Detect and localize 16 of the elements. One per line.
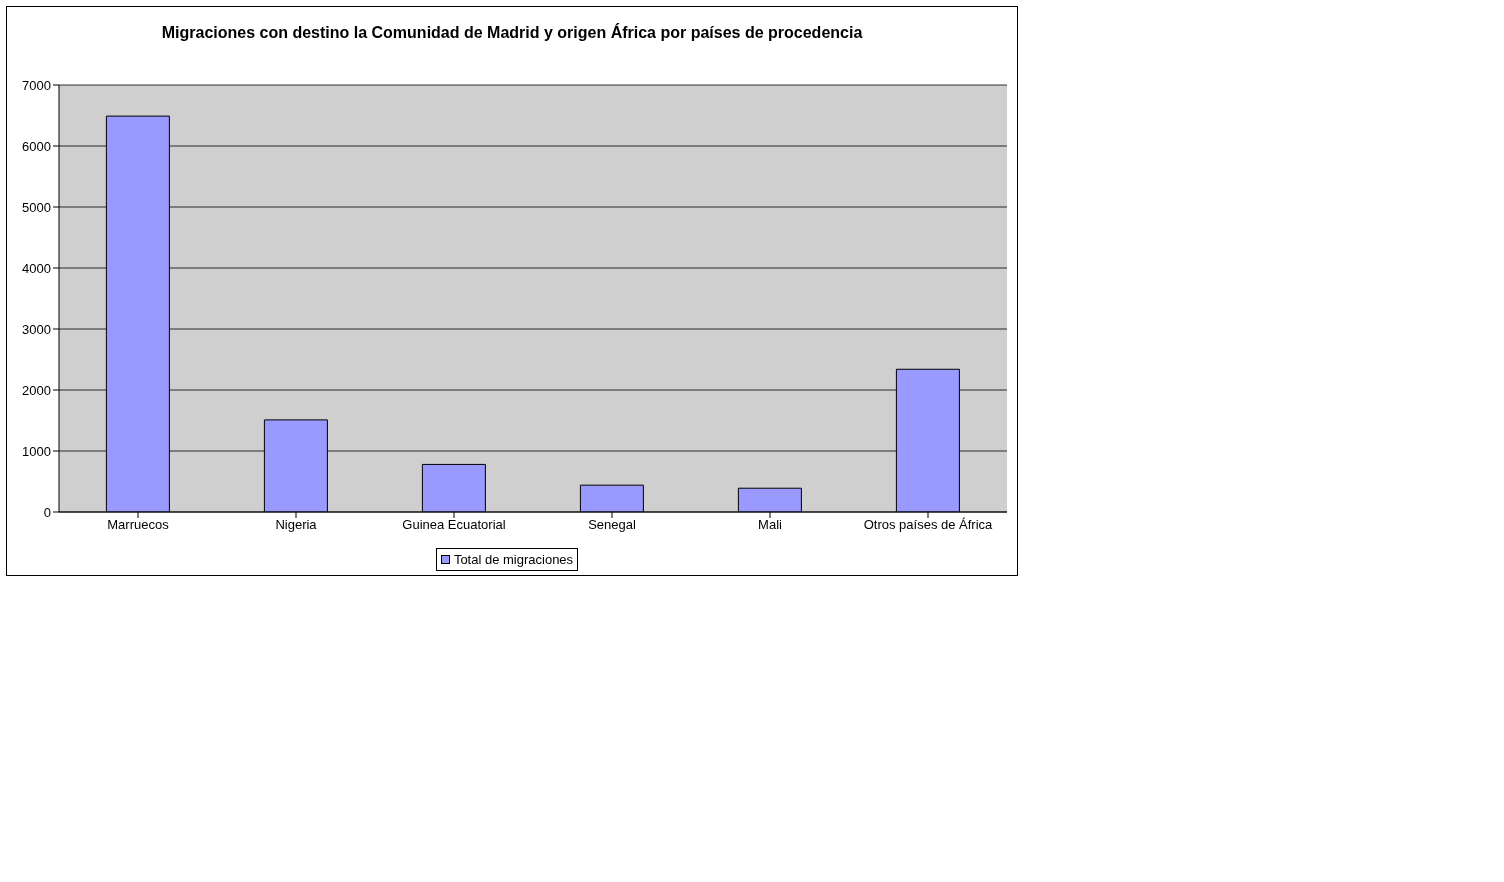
x-tick-label: Mali xyxy=(758,517,783,533)
x-tick-label: Nigeria xyxy=(275,517,318,533)
y-tick-label: 5000 xyxy=(22,199,51,215)
x-tick-label: Guinea Ecuatorial xyxy=(402,517,506,533)
y-tick-label: 4000 xyxy=(22,260,51,276)
y-tick-label: 1000 xyxy=(22,443,51,459)
x-tick-label: Marruecos xyxy=(107,517,170,533)
y-tick-label: 2000 xyxy=(22,382,51,398)
y-tick-label: 3000 xyxy=(22,321,51,337)
y-tick-label: 7000 xyxy=(22,77,51,93)
chart-title: Migraciones con destino la Comunidad de Madrid y origen África por países de procedencia xyxy=(160,24,864,42)
x-tick-label: Otros países de África xyxy=(863,517,994,533)
y-tick-label: 0 xyxy=(43,504,51,520)
y-tick-label: 6000 xyxy=(22,138,51,154)
legend-label: Total de migraciones xyxy=(452,552,574,567)
x-tick-label: Senegal xyxy=(588,517,636,533)
